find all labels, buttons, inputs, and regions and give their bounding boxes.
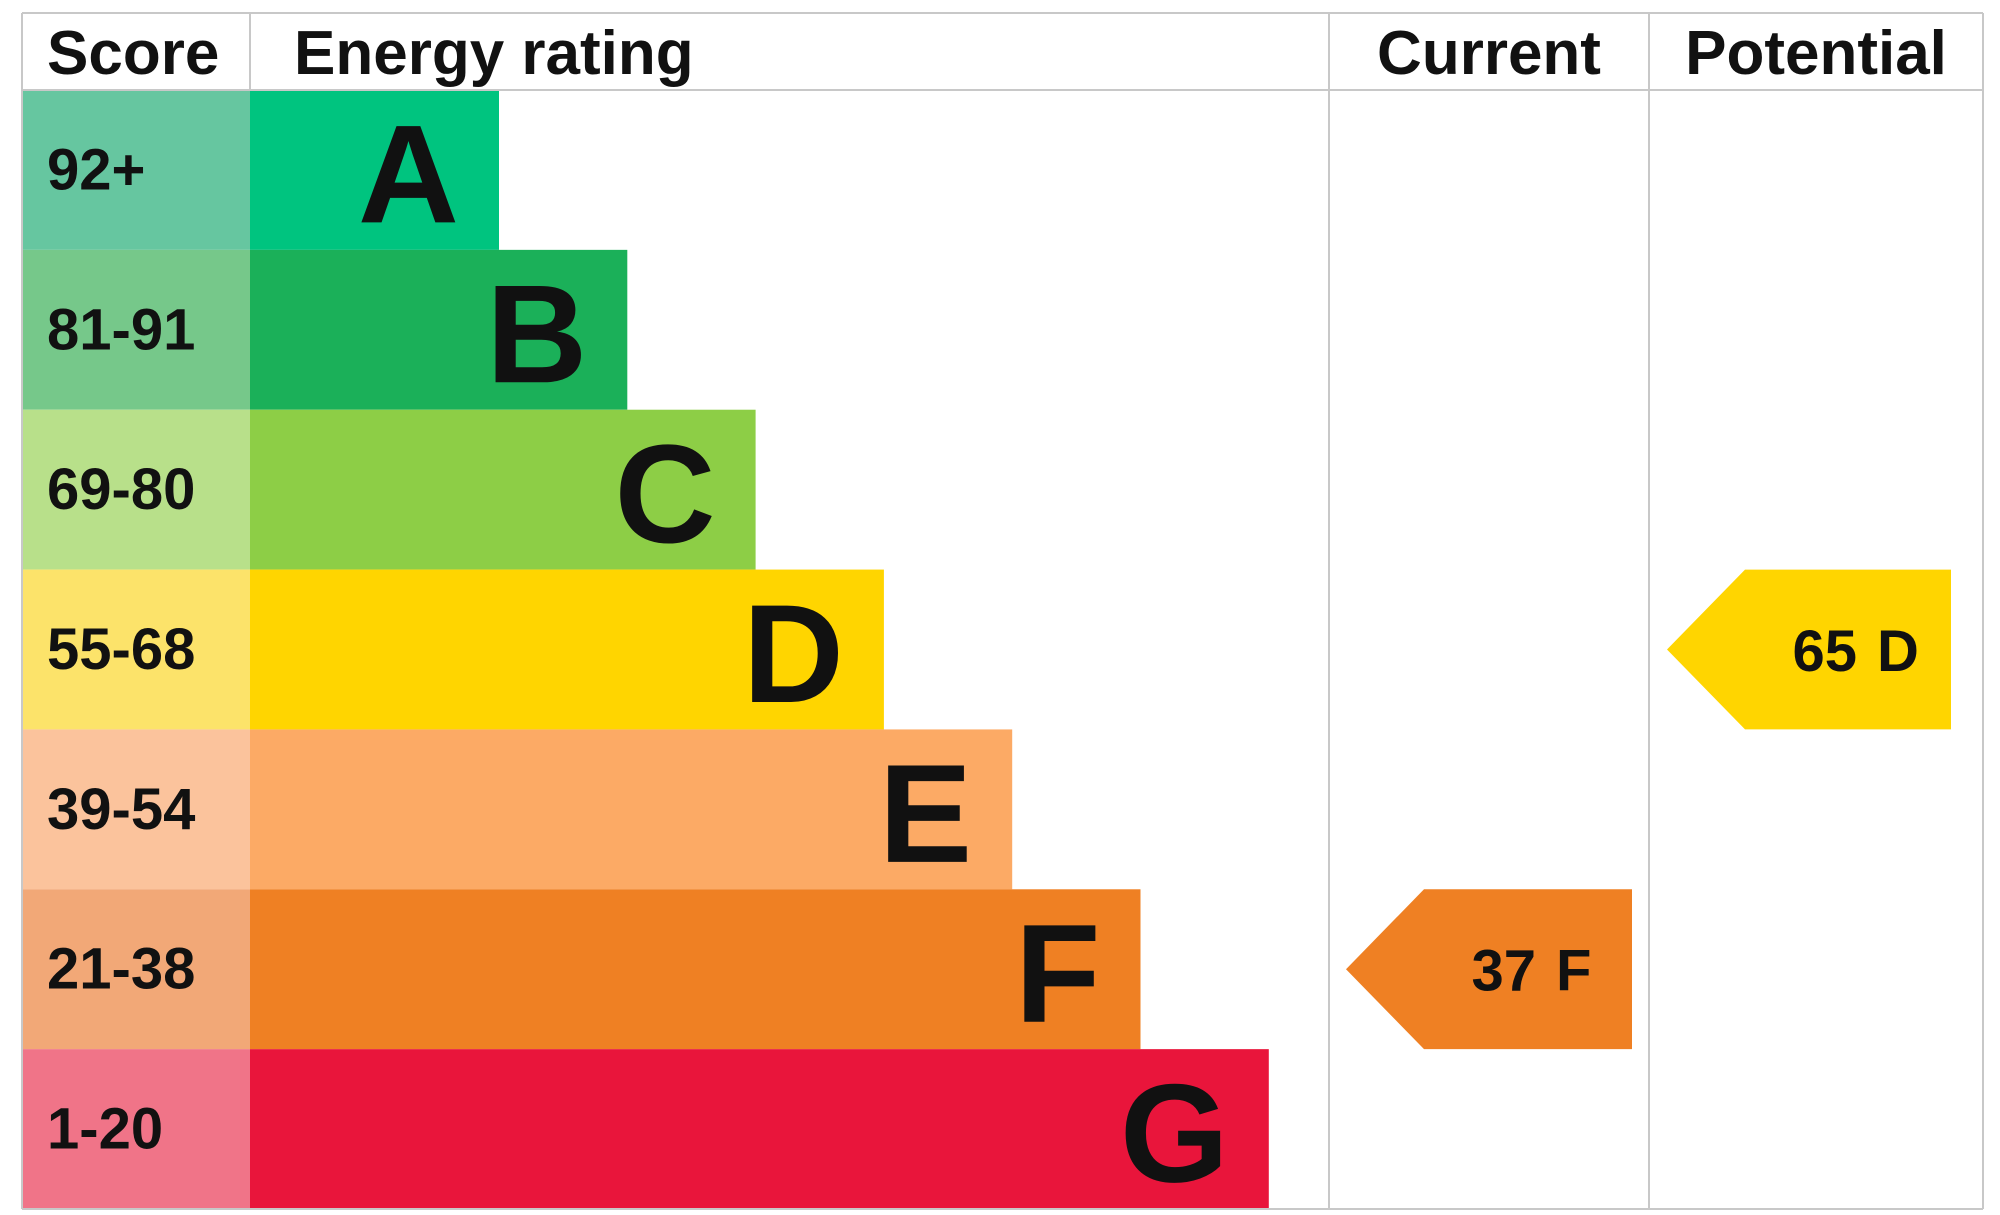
- score-label: 21-38: [47, 937, 195, 1002]
- score-cell: [22, 409, 250, 570]
- rating-letter: B: [486, 255, 587, 412]
- score-label: 81-91: [47, 297, 195, 362]
- rating-letter: E: [879, 735, 972, 892]
- score-label: 55-68: [47, 617, 195, 682]
- score-cell: [22, 729, 250, 890]
- header-label: Current: [1377, 19, 1601, 88]
- rating-bar: [250, 729, 1013, 890]
- arrow-score: 65: [1792, 619, 1857, 684]
- score-cell: [22, 249, 250, 410]
- rating-bar: [250, 409, 756, 570]
- rating-letter: F: [1015, 895, 1101, 1052]
- rating-letter: A: [358, 95, 459, 252]
- rating-letter: C: [614, 415, 715, 572]
- score-label: 69-80: [47, 457, 195, 522]
- header-label: Potential: [1685, 19, 1947, 88]
- score-label: 39-54: [47, 777, 195, 842]
- arrow-letter: D: [1877, 619, 1919, 684]
- score-label: 1-20: [47, 1097, 163, 1162]
- rating-bar: [250, 1049, 1269, 1209]
- rating-bar: [250, 249, 628, 410]
- rating-letter: G: [1120, 1055, 1229, 1212]
- header-label: Energy rating: [294, 19, 694, 88]
- score-cell: [22, 889, 250, 1050]
- score-cell: [22, 90, 250, 250]
- score-cell: [22, 569, 250, 730]
- rating-arrow: [1346, 889, 1632, 1050]
- rating-letter: D: [743, 575, 844, 732]
- score-label: 92+: [47, 137, 145, 202]
- score-cell: [22, 1049, 250, 1209]
- rating-arrow: [1667, 569, 1951, 730]
- rating-bar: [250, 889, 1141, 1050]
- rating-bar: [250, 569, 884, 730]
- rating-bar: [250, 90, 499, 250]
- header-label: Score: [47, 19, 219, 88]
- arrow-score: 37: [1471, 939, 1536, 1004]
- arrow-letter: F: [1556, 939, 1591, 1004]
